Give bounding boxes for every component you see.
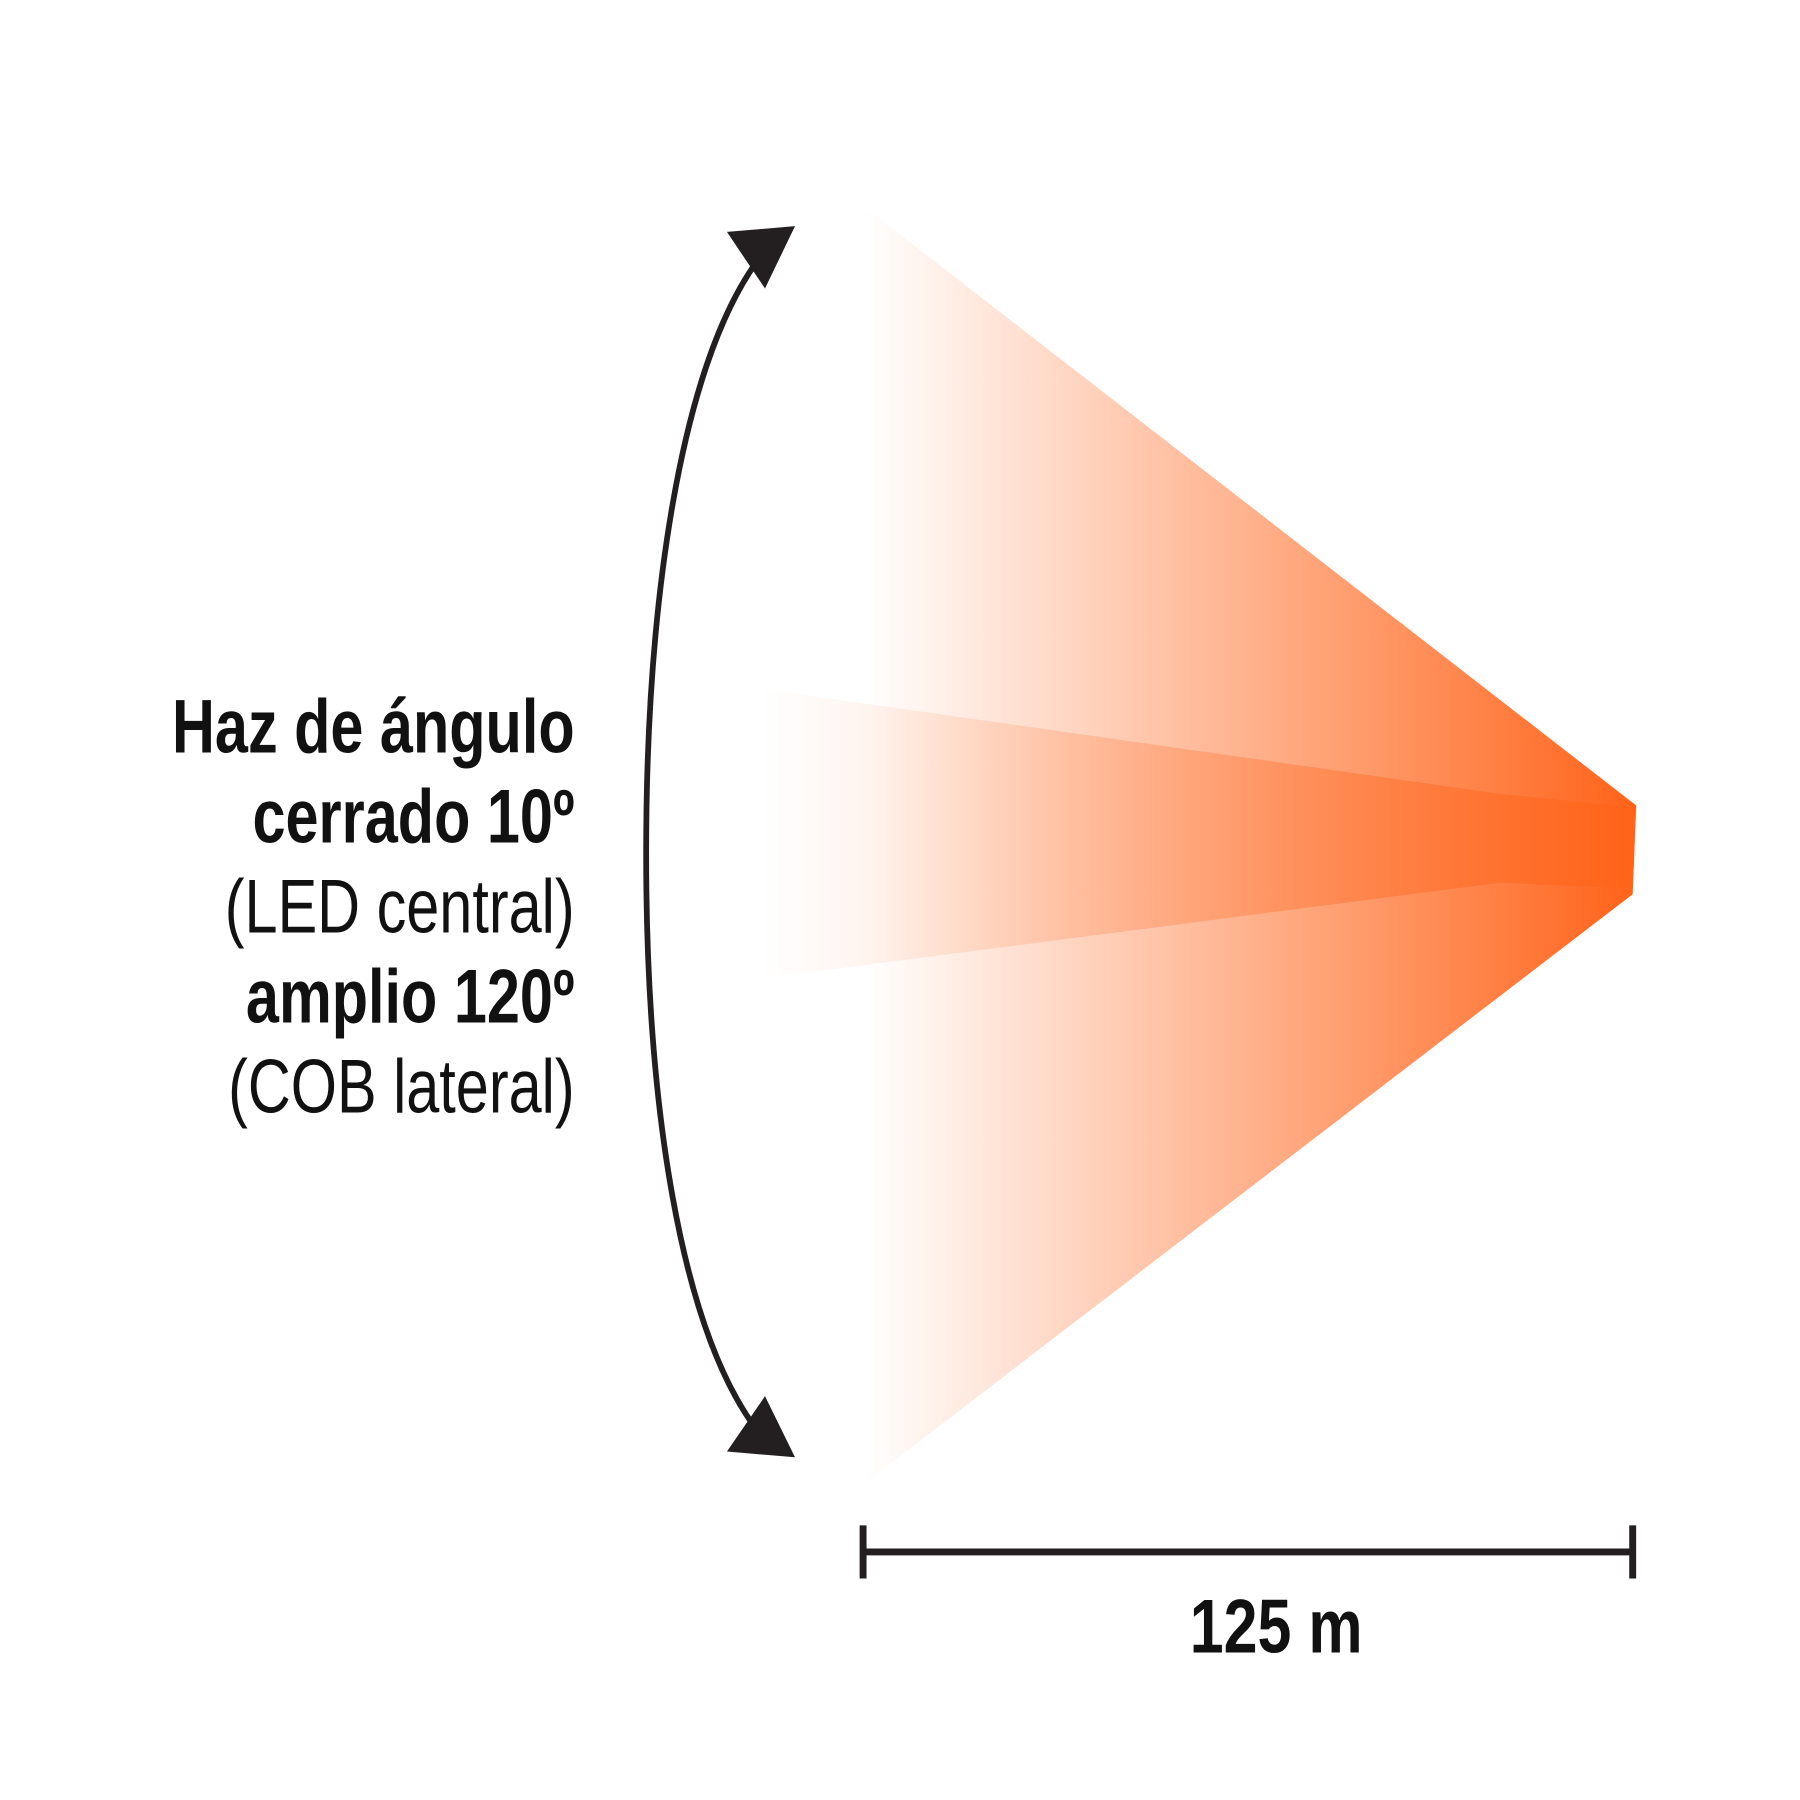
distance-label: 125 m <box>1190 1584 1363 1669</box>
narrow-beam-led <box>761 688 1637 979</box>
label-line-3: (LED central) <box>225 864 575 949</box>
angle-arc <box>643 261 759 1431</box>
arrowhead-top-icon <box>726 226 795 289</box>
distance-scale-bar <box>859 1525 1637 1579</box>
label-line-1: Haz de ángulo <box>172 684 575 769</box>
arrowhead-bottom-icon <box>726 1396 795 1458</box>
label-line-2: cerrado 10º <box>252 774 574 859</box>
beam-label: Haz de ángulo cerrado 10º (LED central) … <box>172 684 575 1129</box>
label-line-5: (COB lateral) <box>228 1044 575 1129</box>
label-line-4: amplio 120º <box>246 954 575 1039</box>
